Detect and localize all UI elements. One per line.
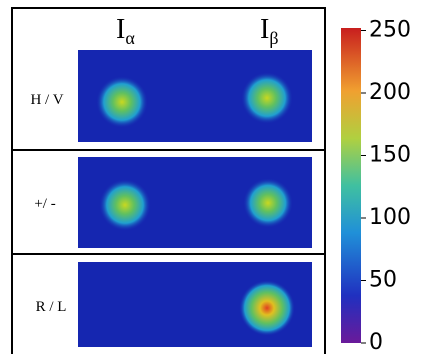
label-sub: α [125,28,135,48]
row-label: H / V [30,92,63,108]
tick-label: 250 [369,18,411,43]
spot [96,76,148,128]
column-label: Iβ [260,14,279,48]
spot [99,179,151,231]
spot [243,178,293,228]
column-label: Iα [116,14,135,48]
label-sub: β [269,28,278,48]
spot [239,280,295,336]
spot [241,72,293,124]
tick-label: 0 [369,330,383,354]
tick-label: 50 [369,268,397,293]
row-label: R / L [36,299,67,315]
tick-label: 150 [369,143,411,168]
label-main: I [116,14,125,45]
tick-label: 200 [369,80,411,105]
tick-label: 100 [369,205,411,230]
frame [11,7,326,354]
row-label: +/ - [34,196,55,212]
colorbar [341,28,361,343]
label-main: I [260,14,269,45]
